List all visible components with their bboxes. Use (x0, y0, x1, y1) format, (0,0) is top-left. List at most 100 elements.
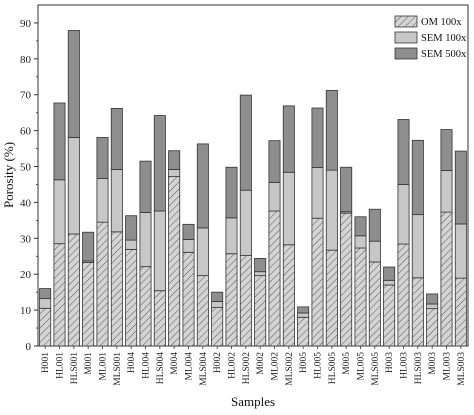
bar-segment-om-100x-h002 (211, 307, 224, 347)
bar-segment-sem-100x-h001 (39, 298, 52, 309)
bar-segment-sem-100x-hl002 (225, 217, 238, 255)
legend-label-sem-500x: SEM 500x (421, 49, 467, 60)
bar-segment-sem-100x-ml004 (182, 238, 195, 253)
y-tick-label: 20 (20, 269, 32, 281)
bar-segment-sem-100x-mls004 (196, 227, 209, 277)
bar-segment-om-100x-h001 (39, 307, 52, 347)
bar-segment-om-100x-m003 (426, 308, 439, 347)
x-tick-label: M001 (84, 352, 94, 375)
x-tick-label: M004 (170, 352, 180, 375)
legend-label-sem-100x: SEM 100x (421, 33, 467, 44)
bar-segment-om-100x-h005 (297, 316, 310, 347)
bar-segment-sem-500x-h002 (211, 291, 224, 302)
bar-segment-sem-500x-mls002 (282, 105, 295, 173)
bar-segment-sem-100x-m003 (426, 303, 439, 310)
bar-segment-sem-100x-hls001 (67, 137, 80, 235)
bars-group (39, 30, 467, 347)
x-tick-label: HLS002 (242, 352, 252, 384)
x-tick-label: ML003 (443, 352, 453, 381)
x-tick-label: HLS005 (328, 352, 338, 384)
bar-segment-sem-100x-hls005 (325, 169, 338, 251)
bar-segment-sem-500x-h001 (39, 288, 52, 300)
plot-area (37, 4, 469, 347)
x-tick-label: HLS004 (156, 352, 166, 384)
y-tick-label: 30 (20, 233, 32, 245)
bar-segment-om-100x-mls004 (196, 275, 209, 347)
x-tick-label: HLS001 (70, 352, 80, 384)
bar-segment-om-100x-ml001 (96, 221, 109, 347)
x-tick-label: ML005 (357, 352, 367, 381)
x-tick-label: M002 (256, 352, 266, 375)
bar-segment-sem-500x-m003 (426, 293, 439, 305)
bar-segment-sem-500x-mls004 (196, 143, 209, 229)
x-tick-label: H002 (213, 352, 223, 373)
bar-segment-sem-500x-h003 (383, 266, 396, 281)
bar-segment-sem-100x-hls003 (411, 214, 424, 279)
bar-segment-sem-500x-ml003 (440, 129, 453, 171)
bar-segment-om-100x-mls003 (454, 277, 467, 347)
bar-segment-sem-100x-hl001 (53, 179, 66, 245)
x-tick-label: ML001 (99, 352, 109, 381)
y-tick-label: 50 (20, 162, 32, 174)
bar-segment-om-100x-mls002 (282, 244, 295, 347)
bar-segment-sem-100x-h004 (125, 239, 138, 250)
bar-segment-sem-100x-mls003 (454, 223, 467, 279)
bar-segment-sem-500x-hls003 (411, 139, 424, 216)
bar-segment-sem-500x-hls002 (239, 94, 252, 191)
bar-segment-om-100x-mls001 (110, 231, 123, 347)
x-tick-label: H003 (385, 352, 395, 373)
bar-segment-om-100x-ml002 (268, 210, 281, 347)
bar-segment-om-100x-hls003 (411, 277, 424, 347)
y-tick-label: 0 (26, 341, 32, 353)
bar-segment-sem-500x-ml002 (268, 140, 281, 183)
bar-segment-om-100x-hls005 (325, 249, 338, 347)
bar-segment-sem-500x-ml001 (96, 137, 109, 179)
bar-segment-sem-100x-ml002 (268, 181, 281, 212)
bar-segment-om-100x-hl003 (397, 243, 410, 347)
bar-segment-sem-100x-ml003 (440, 170, 453, 213)
bar-segment-sem-100x-ml001 (96, 177, 109, 223)
y-tick-label: 10 (20, 305, 32, 317)
bar-segment-sem-100x-m002 (254, 271, 267, 277)
bar-segment-sem-500x-m001 (82, 231, 95, 262)
bar-segment-om-100x-ml005 (354, 247, 367, 347)
bar-segment-om-100x-m005 (340, 212, 353, 347)
x-tick-label: MLS005 (371, 352, 381, 386)
x-axis-title: Samples (231, 394, 275, 409)
bar-segment-sem-100x-mls005 (368, 240, 381, 263)
x-tick-label: MLS002 (285, 352, 295, 386)
legend-label-om-100x: OM 100x (421, 17, 462, 28)
x-tick-label: ML002 (271, 352, 281, 381)
bar-segment-sem-500x-h005 (297, 306, 310, 314)
bar-segment-sem-100x-ml005 (354, 235, 367, 249)
bar-segment-om-100x-hl002 (225, 253, 238, 347)
x-tick-label: H005 (299, 352, 309, 373)
bar-segment-om-100x-ml003 (440, 211, 453, 347)
bar-segment-om-100x-m004 (168, 176, 181, 347)
bar-segment-sem-500x-m002 (254, 258, 267, 273)
bar-segment-sem-500x-mls005 (368, 208, 381, 242)
bar-segment-om-100x-hl001 (53, 243, 66, 347)
x-tick-label: HL005 (314, 352, 324, 379)
y-tick-label: 40 (20, 197, 32, 209)
bar-segment-om-100x-hls002 (239, 255, 252, 347)
bar-segment-sem-500x-hl003 (397, 119, 410, 185)
bar-segment-sem-100x-m004 (168, 168, 181, 177)
x-tick-label: HL002 (228, 352, 238, 379)
bar-segment-sem-100x-hls004 (153, 210, 166, 292)
x-tick-label: MLS001 (113, 352, 123, 386)
bar-segment-sem-500x-hl004 (139, 160, 152, 213)
x-tick-label: HLS003 (414, 352, 424, 384)
bar-segment-sem-100x-hl005 (311, 167, 324, 219)
y-tick-label: 60 (20, 126, 32, 138)
bar-segment-sem-500x-hl005 (311, 107, 324, 169)
x-tick-label: H004 (127, 352, 137, 373)
bar-segment-sem-100x-hl004 (139, 212, 152, 268)
y-tick-label: 90 (20, 18, 32, 30)
bar-segment-sem-500x-hl002 (225, 166, 238, 219)
y-tick-label: 80 (20, 54, 32, 66)
bar-segment-sem-100x-mls001 (110, 168, 123, 233)
bar-segment-sem-100x-hl003 (397, 184, 410, 245)
bar-segment-om-100x-ml004 (182, 251, 195, 347)
